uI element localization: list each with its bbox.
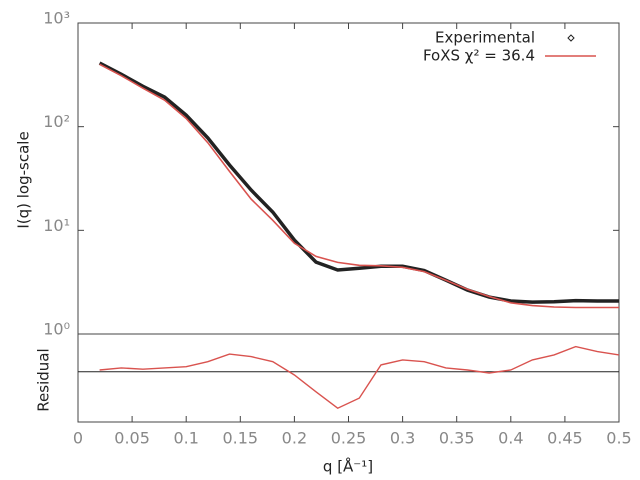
plot-frame	[77, 22, 620, 335]
legend-label: Experimental	[435, 29, 535, 47]
experimental-trace	[98, 61, 619, 304]
residual-axis-label: Residual	[35, 348, 53, 411]
x-tick-label: 0.3	[390, 429, 415, 448]
y-tick-label: 10³	[43, 9, 70, 28]
y-axis-label: I(q) log-scale	[15, 131, 33, 228]
x-tick-label: 0.35	[439, 429, 475, 448]
residual-frame	[77, 333, 620, 423]
x-tick-label: 0.45	[547, 429, 583, 448]
y-tick-label: 10²	[43, 112, 70, 131]
x-tick-label: 0.5	[606, 429, 631, 448]
x-tick-label: 0.05	[114, 429, 150, 448]
legend-label: FoXS χ² = 36.4	[423, 47, 535, 65]
x-tick-label: 0.1	[173, 429, 198, 448]
residual-line	[99, 345, 620, 410]
y-tick-label: 10¹	[43, 216, 70, 235]
x-tick-label: 0.25	[331, 429, 367, 448]
y-tick-label: 10⁰	[43, 320, 70, 339]
x-tick-label: 0.15	[222, 429, 258, 448]
x-tick-label: 0.4	[498, 429, 523, 448]
fit-line	[99, 63, 619, 309]
x-axis-label: q [Å⁻¹]	[323, 457, 373, 476]
x-tick-label: 0.2	[282, 429, 307, 448]
legend-marker	[567, 34, 575, 42]
x-tick-label: 0	[73, 429, 83, 448]
